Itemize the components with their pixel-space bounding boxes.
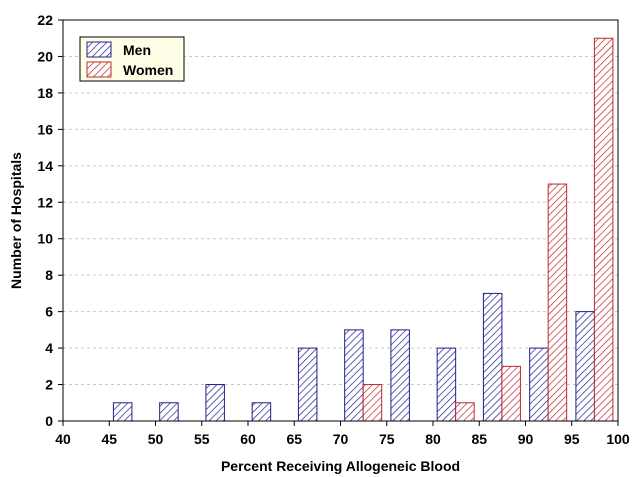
x-tick-label: 75 [379,431,395,447]
x-tick-label: 50 [148,431,164,447]
y-tick-label: 2 [45,377,53,393]
bar-men [159,402,179,422]
bar-women [547,183,568,422]
x-axis-title: Percent Receiving Allogeneic Blood [221,458,460,474]
y-tick-label: 0 [45,413,53,429]
bar-men [344,329,364,422]
legend-label-women: Women [123,62,173,78]
x-tick-label: 100 [606,431,630,447]
y-tick-label: 8 [45,267,53,283]
legend-swatch-women [86,61,112,78]
gridlines [63,55,618,386]
x-tick-label: 90 [518,431,534,447]
bar-men [390,329,410,422]
legend-swatch-men [86,41,112,58]
legend-label-men: Men [123,42,151,58]
y-axis-title: Number of Hospitals [8,152,24,289]
tick-labels: 40 45 50 55 60 65 70 75 80 85 90 95 100 0 2 4 6 8 10 12 14 16… [37,12,629,447]
x-tick-label: 95 [564,431,580,447]
bar-men [251,402,272,422]
bar-men [297,347,318,422]
bar-men [205,384,225,422]
y-tick-label: 12 [37,194,53,210]
x-tick-label: 40 [55,431,71,447]
y-tick-label: 18 [37,85,53,101]
x-tick-label: 60 [240,431,256,447]
y-tick-label: 20 [37,48,53,64]
x-tick-label: 65 [286,431,302,447]
bar-women [501,365,521,422]
x-tick-label: 70 [333,431,349,447]
bar-women [362,384,383,422]
bar-men [112,402,133,422]
x-tick-label: 80 [425,431,441,447]
x-tick-label: 55 [194,431,210,447]
bar-men [482,292,503,422]
bar-women [593,37,614,422]
bar-men [575,311,595,422]
y-tick-label: 4 [45,340,53,356]
bars [112,37,614,422]
axis-ticks [58,19,619,426]
y-tick-label: 10 [37,231,53,247]
y-tick-label: 16 [37,121,53,137]
bar-men [529,347,549,422]
bar-men [436,347,457,422]
y-tick-label: 14 [37,158,53,174]
x-tick-label: 45 [101,431,117,447]
y-tick-label: 6 [45,304,53,320]
y-tick-label: 22 [37,12,53,28]
legend: Men Women [79,36,185,82]
x-tick-label: 85 [471,431,487,447]
bar-women [455,402,475,422]
